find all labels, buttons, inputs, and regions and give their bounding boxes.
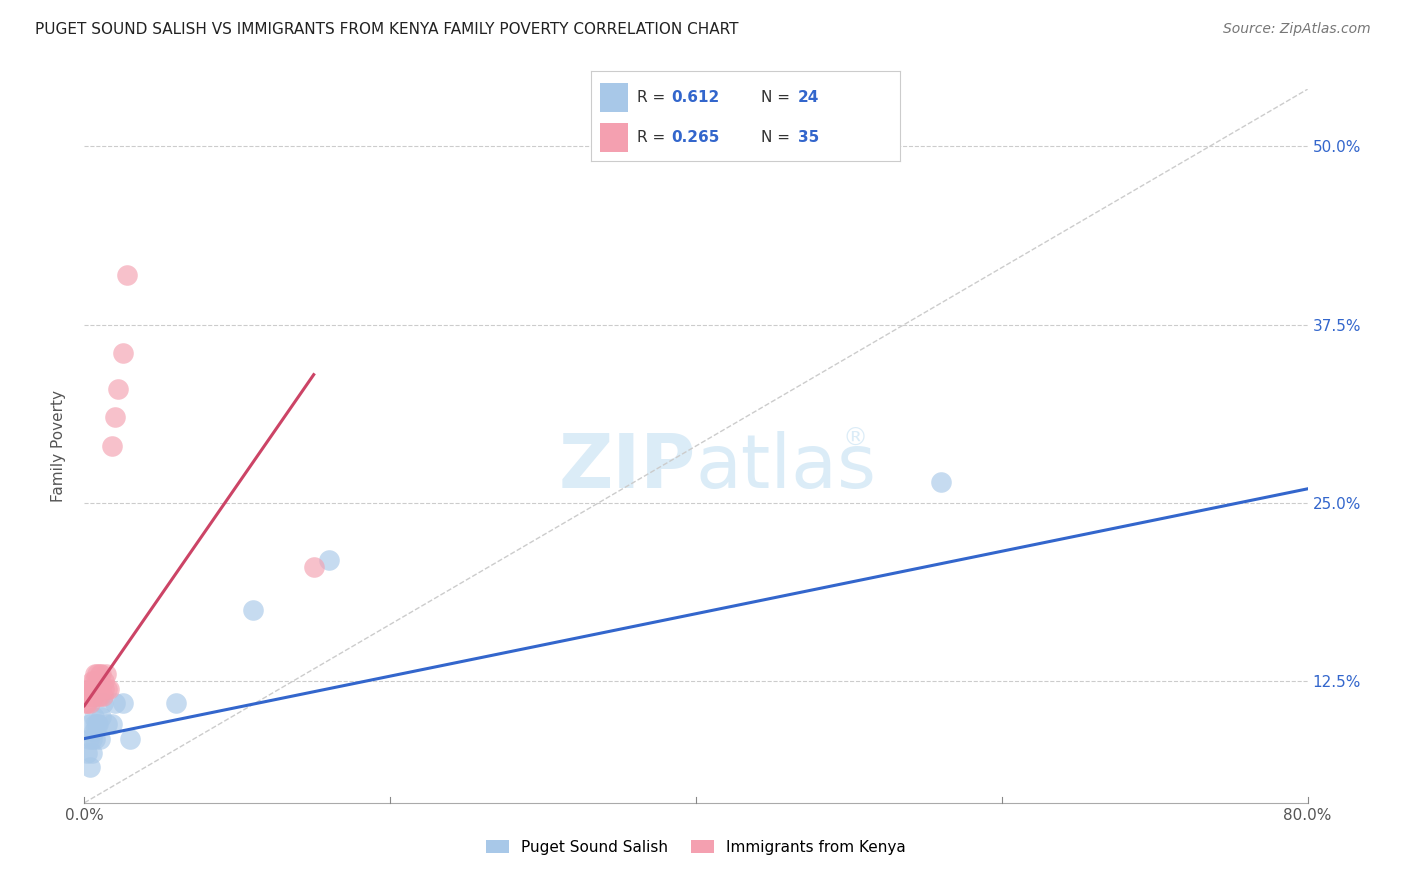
Point [76, 689, 98, 703]
Point [101, 439, 124, 453]
Point [89, 681, 111, 696]
Point [93, 674, 115, 689]
Legend: Puget Sound Salish, Immigrants from Kenya: Puget Sound Salish, Immigrants from Keny… [481, 835, 911, 859]
Point [165, 696, 187, 710]
Point [115, 268, 138, 282]
Text: PUGET SOUND SALISH VS IMMIGRANTS FROM KENYA FAMILY POVERTY CORRELATION CHART: PUGET SOUND SALISH VS IMMIGRANTS FROM KE… [35, 22, 738, 37]
Point [91, 689, 114, 703]
Point [83, 681, 105, 696]
Point [111, 346, 134, 360]
Point [86, 667, 108, 681]
Point [90, 681, 112, 696]
Text: ®: ® [842, 427, 868, 450]
Text: N =: N = [761, 130, 794, 145]
Point [107, 382, 129, 396]
Point [318, 553, 340, 567]
Point [77, 681, 100, 696]
Point [104, 410, 127, 425]
Point [83, 724, 105, 739]
Point [77, 731, 100, 746]
Point [87, 674, 110, 689]
Point [79, 717, 101, 731]
Point [90, 667, 112, 681]
Point [111, 696, 134, 710]
Point [86, 717, 108, 731]
Point [83, 689, 105, 703]
Text: 24: 24 [797, 90, 820, 104]
Point [83, 710, 105, 724]
Point [80, 689, 103, 703]
Point [104, 696, 127, 710]
Text: ZIP: ZIP [558, 431, 696, 504]
Point [80, 731, 103, 746]
Point [80, 674, 103, 689]
Point [80, 746, 103, 760]
Point [76, 696, 98, 710]
Point [96, 681, 118, 696]
Point [96, 717, 118, 731]
Point [79, 696, 101, 710]
Text: R =: R = [637, 130, 671, 145]
Y-axis label: Family Poverty: Family Poverty [51, 390, 66, 502]
Point [90, 710, 112, 724]
Point [84, 667, 107, 681]
Text: 35: 35 [797, 130, 820, 145]
Point [87, 689, 110, 703]
FancyBboxPatch shape [600, 123, 627, 152]
Point [89, 689, 111, 703]
Point [83, 674, 105, 689]
Text: R =: R = [637, 90, 671, 104]
Point [84, 731, 107, 746]
Point [242, 603, 264, 617]
Text: atlas: atlas [696, 431, 877, 504]
Point [84, 681, 107, 696]
Point [302, 560, 325, 574]
FancyBboxPatch shape [600, 83, 627, 112]
Point [120, 731, 142, 746]
Point [89, 731, 111, 746]
Point [94, 667, 117, 681]
Point [76, 746, 98, 760]
Point [87, 717, 110, 731]
Point [97, 681, 120, 696]
Point [75, 696, 97, 710]
Text: Source: ZipAtlas.com: Source: ZipAtlas.com [1223, 22, 1371, 37]
Text: 0.265: 0.265 [671, 130, 720, 145]
Point [101, 717, 124, 731]
Point [79, 681, 101, 696]
Text: N =: N = [761, 90, 794, 104]
Point [929, 475, 952, 489]
Point [91, 696, 114, 710]
Text: 0.612: 0.612 [671, 90, 720, 104]
Point [77, 689, 100, 703]
Point [89, 667, 111, 681]
Point [79, 760, 101, 774]
Point [93, 681, 115, 696]
Point [84, 717, 107, 731]
Point [86, 681, 108, 696]
